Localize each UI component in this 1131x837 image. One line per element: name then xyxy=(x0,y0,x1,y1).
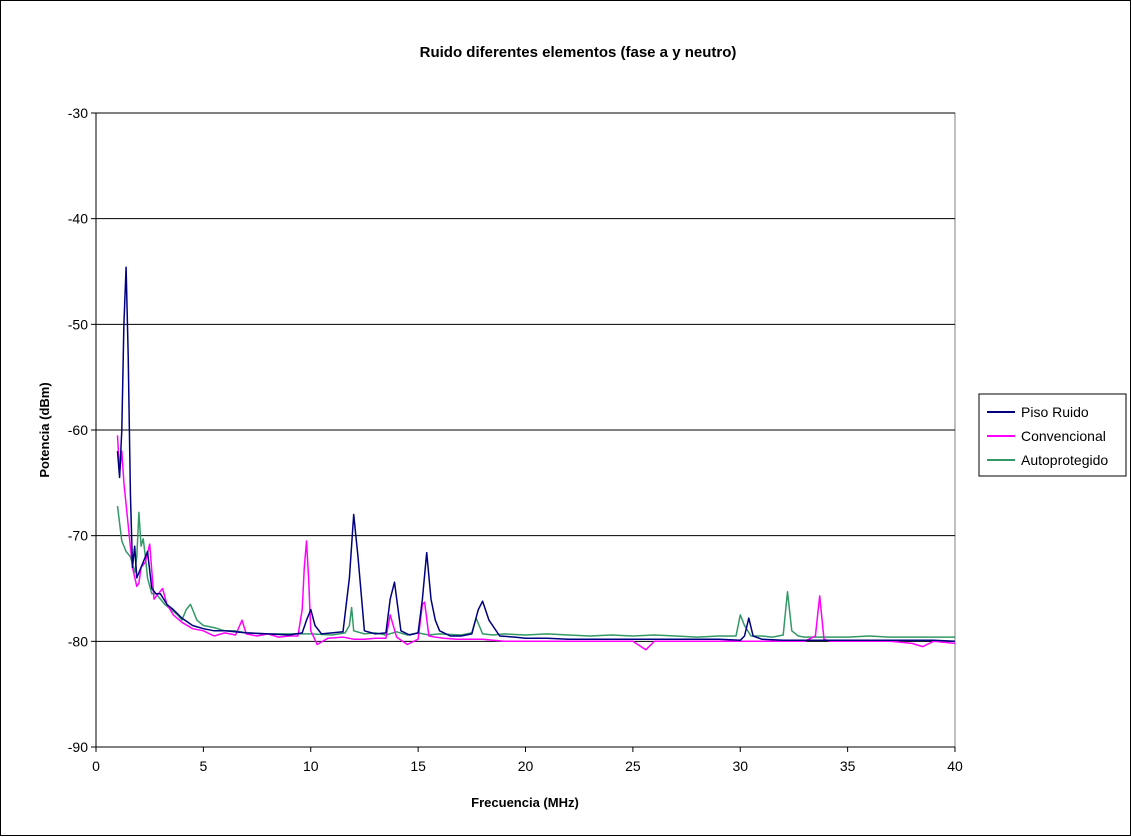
legend-label: Piso Ruido xyxy=(1021,404,1089,420)
chart-title: Ruido diferentes elementos (fase a y neu… xyxy=(420,44,737,61)
y-axis-ticks: -30 -40 -50 -60 -70 -80 -90 xyxy=(68,105,96,755)
legend-label: Autoprotegido xyxy=(1021,452,1108,468)
series-line-autoprotegido xyxy=(116,506,955,638)
x-axis-title: Frecuencia (MHz) xyxy=(471,795,579,810)
x-tick-label: 25 xyxy=(625,758,641,774)
y-axis-title: Potencia (dBm) xyxy=(37,382,52,477)
x-tick-label: 10 xyxy=(303,758,319,774)
legend: Piso Ruido Convencional Autoprotegido xyxy=(978,393,1127,477)
x-tick-label: 30 xyxy=(732,758,748,774)
y-tick-label: -60 xyxy=(68,422,88,438)
legend-label: Convencional xyxy=(1021,428,1106,444)
x-tick-label: 0 xyxy=(92,758,100,774)
y-tick-label: -30 xyxy=(68,105,88,121)
x-tick-label: 35 xyxy=(840,758,856,774)
x-axis-ticks: 0 5 10 15 20 25 30 35 40 xyxy=(92,747,963,774)
series-line-convencional xyxy=(116,435,956,651)
y-tick-label: -50 xyxy=(68,316,88,332)
y-tick-label: -80 xyxy=(68,633,88,649)
y-tick-label: -40 xyxy=(68,211,88,227)
series-group xyxy=(116,266,956,651)
y-tick-label: -90 xyxy=(68,739,88,755)
x-tick-label: 15 xyxy=(410,758,426,774)
x-tick-label: 5 xyxy=(199,758,207,774)
x-tick-label: 20 xyxy=(518,758,534,774)
series-line-piso-ruido xyxy=(116,266,956,643)
y-tick-label: -70 xyxy=(68,528,88,544)
x-tick-label: 40 xyxy=(947,758,963,774)
